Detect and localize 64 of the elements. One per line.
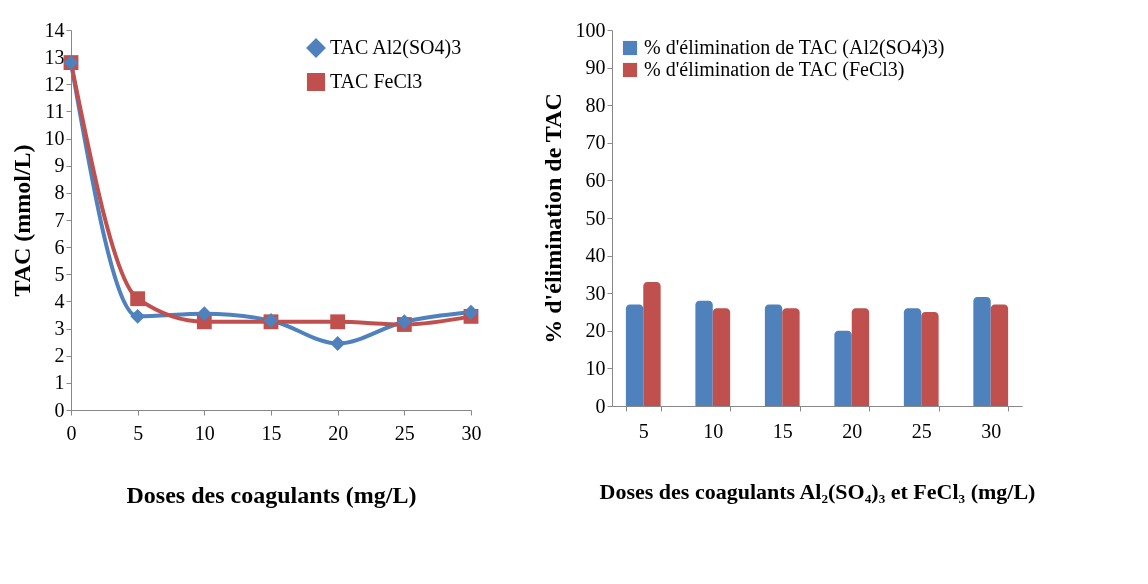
y-tick-label: 0: [595, 394, 606, 417]
x-tick-label: 5: [638, 419, 649, 442]
bar: [903, 308, 922, 406]
y-tick-label: 7: [54, 208, 65, 231]
y-tick-label: 9: [54, 154, 65, 177]
point: [463, 304, 479, 320]
x-tick-label: 20: [842, 419, 863, 442]
y-tick-label: 6: [54, 235, 65, 258]
bar: [625, 304, 644, 406]
bar: [990, 304, 1009, 406]
x-tick-label: 5: [133, 421, 144, 444]
bar: [643, 281, 661, 406]
legend-label: TAC FeCl3: [330, 70, 423, 92]
x-tick-label: 15: [261, 421, 282, 444]
point: [330, 336, 346, 351]
y-tick-label: 20: [585, 319, 606, 342]
y-tick-label: 10: [44, 127, 65, 150]
legend-label: TAC Al2(SO4)3: [330, 36, 462, 59]
y-tick-label: 90: [585, 56, 606, 79]
bar: [921, 312, 939, 406]
y-tick-label: 40: [585, 244, 606, 267]
bar: [851, 308, 870, 406]
y-tick-label: 10: [585, 356, 606, 379]
bar: [695, 300, 713, 406]
x-axis-title: Doses des coagulants (mg/L): [126, 481, 417, 508]
y-axis-title: TAC (mmol/L): [8, 144, 35, 297]
point: [130, 308, 146, 324]
y-tick-label: 50: [585, 206, 606, 229]
y-tick-label: 80: [585, 93, 606, 116]
y-tick-label: 4: [54, 289, 65, 312]
y-tick-label: 5: [54, 262, 65, 285]
x-tick-label: 25: [911, 419, 932, 442]
point: [196, 306, 212, 322]
bar: [764, 304, 783, 406]
y-tick-label: 30: [585, 281, 606, 304]
y-tick-label: 1: [54, 371, 65, 394]
y-tick-label: 12: [44, 72, 65, 95]
y-tick-label: 2: [54, 344, 65, 367]
y-axis-title: % d'élimination de TAC: [539, 93, 566, 344]
bar: [973, 296, 991, 406]
point: [330, 314, 346, 330]
y-tick-label: 60: [585, 168, 606, 191]
x-tick-label: 30: [461, 421, 482, 444]
y-tick-label: 11: [45, 99, 65, 122]
x-tick-label: 30: [981, 419, 1002, 442]
bar: [712, 308, 731, 406]
bar: [782, 308, 800, 406]
x-tick-label: 20: [328, 421, 349, 444]
bar: [834, 330, 852, 406]
y-tick-label: 70: [585, 131, 606, 154]
y-tick-label: 0: [54, 398, 65, 421]
y-tick-label: 8: [54, 181, 65, 204]
x-tick-label: 10: [194, 421, 215, 444]
legend-label: % d'élimination de TAC (FeCl3): [644, 58, 905, 81]
y-tick-label: 13: [44, 45, 65, 68]
x-axis-title: Doses des coagulants Al₂(SO₄)₃ et FeCl₃ (mg/L): [599, 478, 1036, 504]
y-tick-label: 100: [575, 18, 606, 41]
x-tick-label: 10: [703, 419, 724, 442]
legend-label: % d'élimination de TAC (Al2(SO4)3): [644, 36, 945, 59]
x-tick-label: 15: [772, 419, 793, 442]
x-tick-label: 25: [394, 421, 415, 444]
y-tick-label: 3: [54, 317, 65, 340]
point: [130, 291, 146, 307]
y-tick-label: 14: [44, 18, 65, 41]
